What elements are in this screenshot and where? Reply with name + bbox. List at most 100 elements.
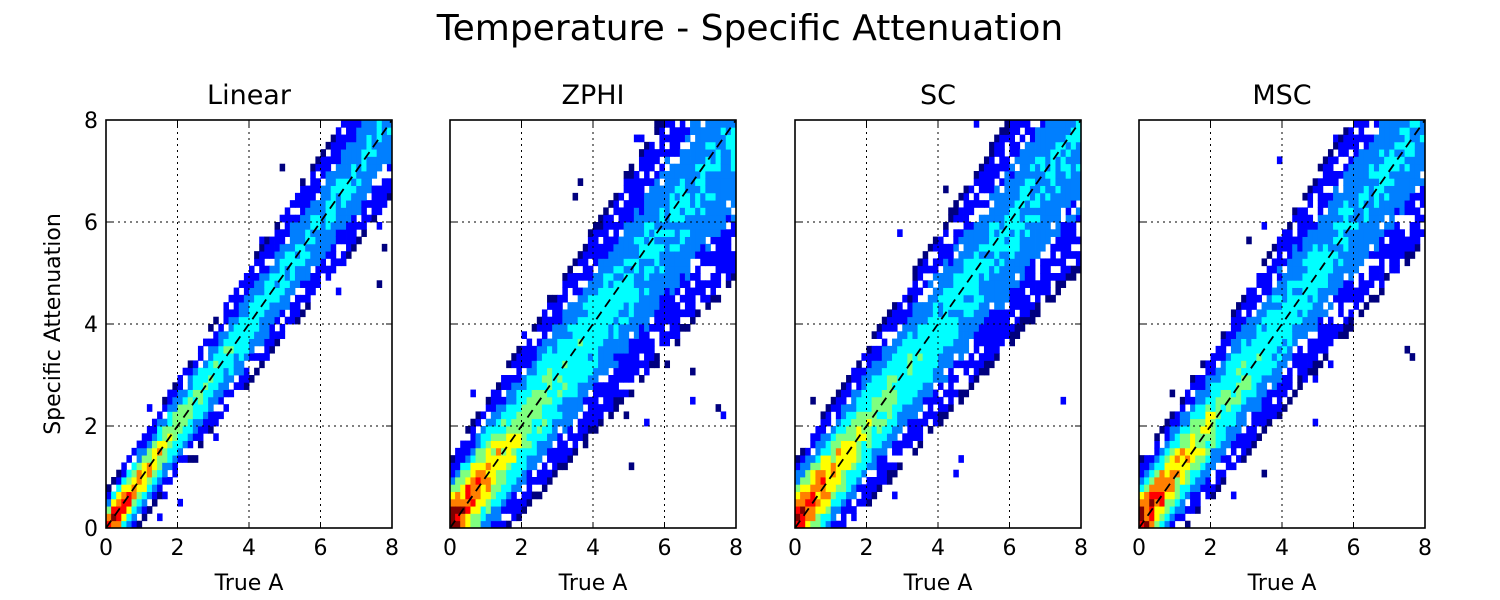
heatmap-cell	[361, 185, 367, 194]
heatmap-cell	[968, 200, 975, 208]
heatmap-cell	[710, 207, 716, 216]
heatmap-cell	[943, 345, 949, 354]
heatmap-cell	[943, 280, 949, 288]
heatmap-cell	[340, 149, 347, 157]
heatmap-cell	[1368, 214, 1375, 223]
heatmap-cell	[815, 477, 821, 485]
heatmap-cell	[633, 353, 640, 361]
heatmap-cell	[269, 331, 275, 339]
heatmap-cell	[948, 287, 954, 296]
heatmap-cell	[730, 258, 737, 267]
heatmap-cell	[705, 214, 711, 223]
heatmap-cell	[1174, 498, 1181, 507]
heatmap-cell	[361, 141, 367, 150]
heatmap-cell	[1246, 324, 1252, 332]
heatmap-cell	[531, 440, 538, 449]
heatmap-cell	[284, 229, 291, 237]
heatmap-cell	[710, 258, 716, 267]
heatmap-cell	[912, 382, 918, 390]
heatmap-cell	[300, 207, 306, 216]
heatmap-cell	[1292, 331, 1298, 339]
heatmap-cell	[511, 513, 517, 522]
heatmap-cell	[968, 185, 975, 194]
heatmap-cell	[192, 375, 199, 383]
heatmap-cell	[1348, 222, 1354, 230]
heatmap-cell	[638, 302, 645, 310]
heatmap-cell	[1019, 324, 1026, 332]
heatmap-cell	[320, 236, 327, 245]
heatmap-cell	[1050, 200, 1056, 208]
heatmap-cell	[1045, 265, 1051, 274]
heatmap-cell	[141, 506, 148, 514]
heatmap-cell	[927, 411, 934, 420]
heatmap-cell	[1287, 382, 1293, 390]
heatmap-cell	[495, 426, 502, 434]
heatmap-cell	[892, 367, 898, 376]
heatmap-cell	[927, 309, 934, 318]
heatmap-cell	[846, 484, 852, 492]
heatmap-cell	[1282, 345, 1288, 354]
heatmap-cell	[1179, 396, 1186, 405]
heatmap-cell	[1419, 192, 1426, 201]
heatmap-cell	[917, 440, 924, 449]
heatmap-cell	[943, 273, 949, 281]
heatmap-cell	[1045, 200, 1051, 208]
heatmap-cell	[1190, 462, 1196, 471]
heatmap-cell	[1368, 134, 1375, 143]
heatmap-cell	[593, 222, 599, 230]
heatmap-cell	[674, 149, 681, 157]
heatmap-cell	[516, 462, 522, 471]
heatmap-cell	[989, 214, 995, 223]
heatmap-cell	[1363, 171, 1370, 179]
heatmap-cell	[136, 498, 143, 507]
heatmap-cell	[552, 418, 558, 427]
heatmap-cell	[963, 345, 970, 354]
heatmap-cell	[968, 375, 975, 383]
heatmap-cell	[490, 440, 497, 449]
heatmap-cell	[305, 273, 311, 281]
heatmap-cell	[450, 484, 456, 492]
heatmap-cell	[710, 171, 716, 179]
heatmap-cell	[1195, 477, 1201, 485]
heatmap-cell	[623, 258, 630, 267]
heatmap-cell	[1297, 382, 1303, 390]
heatmap-cell	[715, 120, 722, 128]
heatmap-cell	[886, 418, 893, 427]
heatmap-cell	[197, 411, 204, 420]
heatmap-cell	[264, 265, 270, 274]
heatmap-cell	[654, 214, 660, 223]
heatmap-cell	[511, 440, 517, 449]
heatmap-cell	[830, 447, 837, 456]
heatmap-cell	[1327, 222, 1334, 230]
heatmap-cell	[1220, 440, 1227, 449]
heatmap-cell	[943, 265, 949, 274]
heatmap-cell	[938, 331, 944, 339]
heatmap-cell	[810, 455, 816, 463]
heatmap-cell	[876, 433, 883, 441]
heatmap-cell	[825, 411, 832, 420]
heatmap-cell	[506, 411, 512, 420]
heatmap-cell	[892, 338, 898, 347]
heatmap-cell	[994, 273, 1000, 281]
heatmap-cell	[300, 214, 306, 223]
heatmap-cell	[886, 433, 893, 441]
heatmap-cell	[871, 462, 878, 471]
heatmap-cell	[1322, 258, 1329, 267]
heatmap-cell	[1045, 222, 1051, 230]
heatmap-cell	[1169, 447, 1176, 456]
heatmap-cell	[340, 236, 347, 245]
heatmap-cell	[1024, 222, 1031, 230]
heatmap-cell	[1276, 265, 1283, 274]
heatmap-cell	[999, 214, 1005, 223]
heatmap-cell	[1035, 236, 1041, 245]
heatmap-cell	[795, 462, 801, 471]
heatmap-cell	[705, 156, 711, 165]
heatmap-cell	[386, 127, 393, 135]
heatmap-cell	[1246, 360, 1252, 369]
heatmap-cell	[932, 258, 939, 267]
heatmap-cell	[638, 331, 645, 339]
heatmap-cell	[192, 389, 199, 398]
heatmap-cell	[983, 236, 990, 245]
heatmap-cell	[1333, 236, 1339, 245]
heatmap-cell	[1307, 222, 1314, 230]
